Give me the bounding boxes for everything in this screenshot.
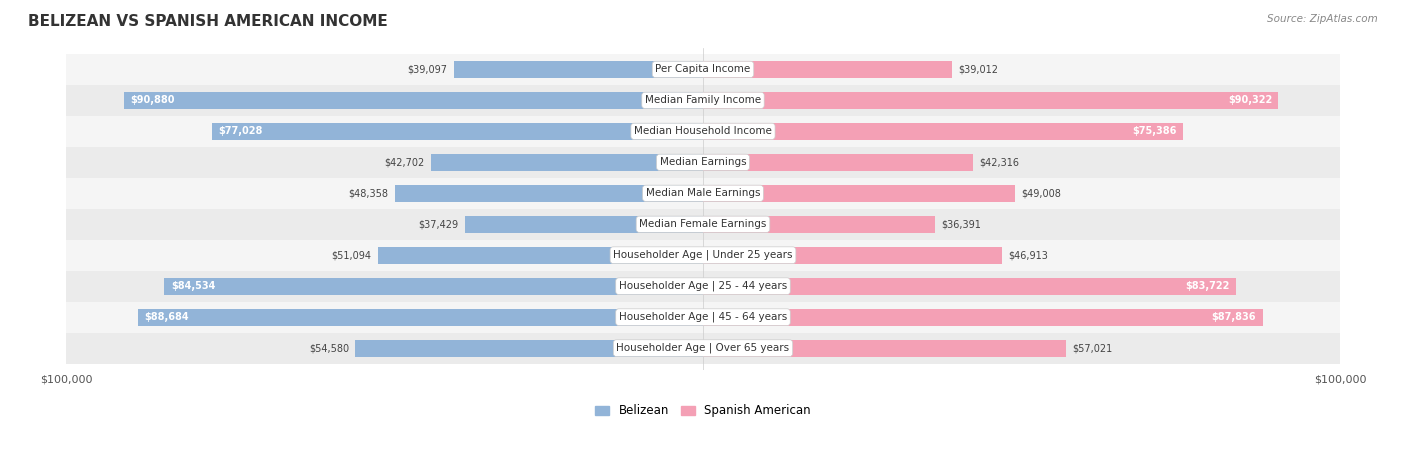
Text: $46,913: $46,913 <box>1008 250 1047 260</box>
Bar <box>454 61 703 78</box>
Bar <box>703 185 1015 202</box>
Bar <box>703 123 1184 140</box>
Bar <box>703 61 952 78</box>
Text: Householder Age | Over 65 years: Householder Age | Over 65 years <box>616 343 790 354</box>
Bar <box>66 178 1340 209</box>
Text: $42,316: $42,316 <box>979 157 1019 167</box>
Text: $90,322: $90,322 <box>1227 95 1272 106</box>
Text: $36,391: $36,391 <box>941 219 981 229</box>
Bar <box>66 54 1340 85</box>
Bar <box>395 185 703 202</box>
Text: Per Capita Income: Per Capita Income <box>655 64 751 74</box>
Bar <box>66 147 1340 178</box>
Text: Source: ZipAtlas.com: Source: ZipAtlas.com <box>1267 14 1378 24</box>
Bar <box>66 333 1340 364</box>
Text: $77,028: $77,028 <box>219 126 263 136</box>
Legend: Belizean, Spanish American: Belizean, Spanish American <box>591 399 815 422</box>
Text: Median Family Income: Median Family Income <box>645 95 761 106</box>
Bar <box>703 278 1236 295</box>
Bar <box>66 271 1340 302</box>
Text: Householder Age | Under 25 years: Householder Age | Under 25 years <box>613 250 793 261</box>
Text: $90,880: $90,880 <box>131 95 174 106</box>
Text: Median Earnings: Median Earnings <box>659 157 747 167</box>
Text: $57,021: $57,021 <box>1073 343 1114 353</box>
Text: $75,386: $75,386 <box>1132 126 1177 136</box>
Bar <box>66 116 1340 147</box>
Text: $83,722: $83,722 <box>1185 281 1230 291</box>
Text: $39,012: $39,012 <box>957 64 998 74</box>
Text: $42,702: $42,702 <box>384 157 425 167</box>
Text: $54,580: $54,580 <box>309 343 349 353</box>
Bar <box>703 247 1002 264</box>
Text: Householder Age | 25 - 44 years: Householder Age | 25 - 44 years <box>619 281 787 291</box>
Text: Median Male Earnings: Median Male Earnings <box>645 188 761 198</box>
Bar <box>703 216 935 233</box>
Text: $87,836: $87,836 <box>1212 312 1256 322</box>
Text: $39,097: $39,097 <box>408 64 447 74</box>
Bar <box>432 154 703 171</box>
Bar <box>703 309 1263 325</box>
Bar <box>66 302 1340 333</box>
Text: $49,008: $49,008 <box>1022 188 1062 198</box>
Bar <box>66 240 1340 271</box>
Text: $51,094: $51,094 <box>332 250 371 260</box>
Text: $37,429: $37,429 <box>418 219 458 229</box>
Bar <box>703 154 973 171</box>
Text: Median Female Earnings: Median Female Earnings <box>640 219 766 229</box>
Bar <box>464 216 703 233</box>
Bar <box>66 209 1340 240</box>
Bar <box>212 123 703 140</box>
Bar <box>356 340 703 357</box>
Bar <box>124 92 703 109</box>
Text: Median Household Income: Median Household Income <box>634 126 772 136</box>
Text: Householder Age | 45 - 64 years: Householder Age | 45 - 64 years <box>619 312 787 322</box>
Bar <box>378 247 703 264</box>
Bar <box>165 278 703 295</box>
Bar <box>138 309 703 325</box>
Text: $88,684: $88,684 <box>145 312 188 322</box>
Text: BELIZEAN VS SPANISH AMERICAN INCOME: BELIZEAN VS SPANISH AMERICAN INCOME <box>28 14 388 29</box>
Text: $48,358: $48,358 <box>349 188 388 198</box>
Text: $84,534: $84,534 <box>172 281 215 291</box>
Bar <box>703 92 1278 109</box>
Bar <box>703 340 1066 357</box>
Bar <box>66 85 1340 116</box>
